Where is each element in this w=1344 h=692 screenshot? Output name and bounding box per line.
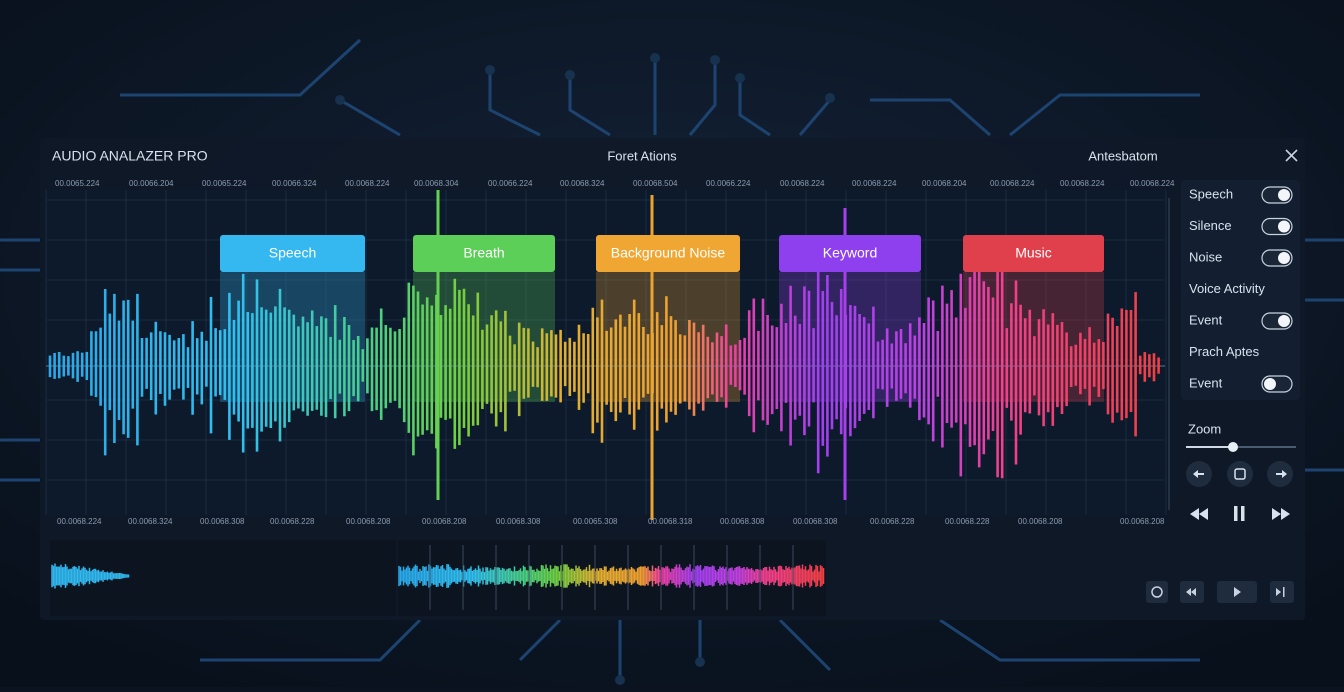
zoom-label: Zoom: [1188, 421, 1221, 436]
transport: [1146, 581, 1294, 603]
segment-tag[interactable]: [779, 235, 921, 272]
close-button[interactable]: [1285, 149, 1298, 162]
bottom-timestamps: 00.0068.224 00.0068.324 00.0068.308 00.0068…: [57, 517, 1165, 526]
timestamp: 00.0068.308: [793, 517, 838, 526]
timestamp: 00.0068.324: [128, 517, 173, 526]
app-title: AUDIO ANALAZER PRO: [52, 148, 208, 164]
toggle-knob: [1278, 315, 1290, 327]
segment-tag[interactable]: [596, 235, 740, 272]
tab[interactable]: Foret Ations: [607, 148, 677, 163]
timestamp: 00.0068.504: [633, 179, 678, 188]
circuit-lines: [0, 38, 1344, 680]
segment-tag[interactable]: [220, 235, 365, 272]
toggle-knob: [1264, 378, 1276, 390]
segment-label: Keyword: [823, 245, 877, 261]
timestamp: 00.0068.224: [1060, 179, 1105, 188]
toggle-knob: [1278, 252, 1290, 264]
timestamp: 00.0066.224: [488, 179, 533, 188]
timestamp: 00.0068.228: [870, 517, 915, 526]
timestamp: 00.0068.208: [1120, 517, 1165, 526]
timestamp: 00.0068.208: [1018, 517, 1063, 526]
toggle-knob: [1278, 220, 1290, 233]
reset-button[interactable]: [1227, 461, 1253, 487]
timestamp: 00.0068.224: [345, 179, 390, 188]
timestamp: 00.0068.304: [414, 179, 459, 188]
toggle-list: Speech Silence Noise Voice Activity Event Pra…: [1189, 186, 1293, 393]
timestamp: 00.0068.208: [346, 517, 391, 526]
top-timestamps: 00.0065.224 00.0066.204 00.0065.224 00.0066…: [55, 179, 1175, 188]
toggle-label: Voice Activity: [1189, 281, 1265, 296]
timestamp: 00.0065.224: [202, 179, 247, 188]
end-button[interactable]: [1270, 581, 1294, 603]
timestamp: 00.0068.308: [496, 517, 541, 526]
circuit-dots: [335, 53, 835, 685]
toggle-label: Noise: [1189, 249, 1222, 264]
segment-label: Breath: [463, 245, 504, 261]
segment-labels: Speech Breath Background Noise Keyword Music: [220, 235, 1104, 272]
toggle-label: Prach Aptes: [1189, 344, 1260, 359]
menu-item[interactable]: Antesbatom: [1088, 148, 1157, 163]
segment-tag[interactable]: [413, 235, 555, 272]
timestamp: 00.0068.308: [200, 517, 245, 526]
segment-tag[interactable]: [963, 235, 1104, 272]
timestamp: 00.0068.228: [945, 517, 990, 526]
timestamp: 00.0068.224: [780, 179, 825, 188]
segment-region: [596, 272, 740, 402]
waveform: [46, 190, 1165, 520]
transport-icons: [1151, 586, 1285, 598]
timestamp: 00.0068.228: [270, 517, 315, 526]
nav-icons: [1190, 468, 1290, 521]
toggle-label: Silence: [1189, 218, 1232, 233]
timestamp: 00.0066.224: [706, 179, 751, 188]
timestamp: 00.0068.224: [1130, 179, 1175, 188]
segment-label: Music: [1015, 245, 1052, 261]
timestamp: 00.0065.224: [55, 179, 100, 188]
timestamp: 00.0068.308: [720, 517, 765, 526]
toggle-label: Event: [1189, 312, 1223, 327]
timestamp: 00.0066.324: [272, 179, 317, 188]
segment-label: Background Noise: [611, 245, 726, 261]
timestamp: 00.0068.224: [990, 179, 1035, 188]
timestamp: 00.0065.308: [573, 517, 618, 526]
timestamp: 00.0068.224: [852, 179, 897, 188]
minimap-waveform: [51, 545, 825, 610]
timestamp: 00.0068.224: [57, 517, 102, 526]
zoom-handle[interactable]: [1228, 442, 1238, 452]
toggle-label: Event: [1189, 375, 1223, 390]
segment-label: Speech: [269, 245, 316, 261]
timestamp: 00.0068.208: [422, 517, 467, 526]
toggle-knob: [1278, 189, 1290, 201]
loop-button[interactable]: [1146, 581, 1168, 603]
timestamp: 00.0068.204: [922, 179, 967, 188]
timestamp: 00.0066.204: [129, 179, 174, 188]
timestamp: 00.0068.318: [648, 517, 693, 526]
timestamp: 00.0068.324: [560, 179, 605, 188]
toggle-label: Speech: [1189, 186, 1233, 201]
